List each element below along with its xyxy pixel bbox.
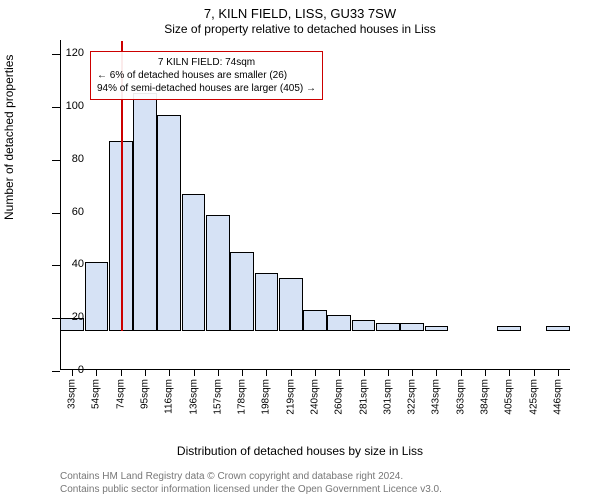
- x-tick-label: 178sqm: [237, 379, 248, 415]
- x-tick: [436, 370, 437, 376]
- x-tick-label: 74sqm: [115, 379, 126, 409]
- credits-line-2: Contains public sector information licen…: [60, 483, 442, 496]
- y-tick-label: 60: [72, 206, 84, 218]
- x-tick: [96, 370, 97, 376]
- x-tick-label: 384sqm: [480, 379, 491, 415]
- histogram-bar: [230, 252, 254, 331]
- x-axis-label: Distribution of detached houses by size …: [0, 444, 600, 458]
- histogram-bar: [157, 115, 181, 331]
- y-tick: [52, 213, 60, 214]
- x-tick-label: 240sqm: [310, 379, 321, 415]
- x-tick: [242, 370, 243, 376]
- x-tick: [145, 370, 146, 376]
- x-tick-label: 301sqm: [382, 379, 393, 415]
- x-tick: [364, 370, 365, 376]
- histogram-bar: [279, 278, 303, 331]
- x-tick: [485, 370, 486, 376]
- histogram-bar: [182, 194, 206, 331]
- histogram-bar: [303, 310, 327, 331]
- x-tick: [388, 370, 389, 376]
- x-tick-label: 405sqm: [504, 379, 515, 415]
- x-tick: [315, 370, 316, 376]
- x-tick-label: 219sqm: [285, 379, 296, 415]
- chart-title-main: 7, KILN FIELD, LISS, GU33 7SW: [0, 6, 600, 21]
- credits: Contains HM Land Registry data © Crown c…: [60, 470, 442, 496]
- y-tick-label: 0: [78, 364, 84, 376]
- info-box: 7 KILN FIELD: 74sqm← 6% of detached hous…: [90, 51, 323, 100]
- x-tick-label: 198sqm: [261, 379, 272, 415]
- histogram-bar: [425, 326, 449, 331]
- x-tick-label: 54sqm: [91, 379, 102, 409]
- histogram-bar: [255, 273, 279, 331]
- x-tick: [291, 370, 292, 376]
- x-tick-label: 33sqm: [67, 379, 78, 409]
- y-axis-line: [60, 40, 61, 370]
- y-tick: [52, 160, 60, 161]
- x-tick: [121, 370, 122, 376]
- y-axis-label: Number of detached properties: [2, 55, 16, 220]
- info-line-3: 94% of semi-detached houses are larger (…: [97, 82, 316, 95]
- x-tick: [412, 370, 413, 376]
- x-tick: [266, 370, 267, 376]
- y-tick-label: 120: [66, 47, 84, 59]
- histogram-bar: [206, 215, 230, 331]
- y-tick-label: 100: [66, 100, 84, 112]
- x-tick: [558, 370, 559, 376]
- y-tick: [52, 107, 60, 108]
- y-tick: [52, 371, 60, 372]
- histogram-bar: [352, 320, 376, 331]
- x-tick-label: 260sqm: [334, 379, 345, 415]
- histogram-bar: [376, 323, 400, 331]
- x-tick-label: 363sqm: [455, 379, 466, 415]
- x-tick-label: 425sqm: [528, 379, 539, 415]
- x-tick-label: 116sqm: [164, 379, 175, 414]
- x-tick: [218, 370, 219, 376]
- x-tick: [461, 370, 462, 376]
- y-tick: [52, 318, 60, 319]
- histogram-bar: [85, 262, 109, 331]
- histogram-bar: [497, 326, 521, 331]
- y-tick-label: 80: [72, 153, 84, 165]
- y-tick-label: 40: [72, 258, 84, 270]
- y-tick: [52, 54, 60, 55]
- credits-line-1: Contains HM Land Registry data © Crown c…: [60, 470, 442, 483]
- x-tick-label: 343sqm: [431, 379, 442, 415]
- x-tick-label: 136sqm: [188, 379, 199, 415]
- plot-region: 33sqm54sqm74sqm95sqm116sqm136sqm157sqm17…: [60, 40, 570, 371]
- x-tick: [169, 370, 170, 376]
- y-tick-label: 20: [72, 311, 84, 323]
- x-tick-label: 157sqm: [212, 379, 223, 415]
- x-tick: [509, 370, 510, 376]
- chart-area: 33sqm54sqm74sqm95sqm116sqm136sqm157sqm17…: [60, 40, 570, 410]
- x-tick-label: 322sqm: [407, 379, 418, 415]
- histogram-bar: [133, 93, 157, 331]
- histogram-bar: [546, 326, 570, 331]
- y-tick: [52, 265, 60, 266]
- x-tick-label: 281sqm: [358, 379, 369, 415]
- x-tick-label: 95sqm: [140, 379, 151, 409]
- histogram-bar: [327, 315, 351, 331]
- x-tick: [194, 370, 195, 376]
- info-line-2: ← 6% of detached houses are smaller (26): [97, 69, 316, 82]
- x-tick: [339, 370, 340, 376]
- chart-title-sub: Size of property relative to detached ho…: [0, 22, 600, 36]
- x-tick-label: 446sqm: [552, 379, 563, 415]
- x-tick: [72, 370, 73, 376]
- info-line-1: 7 KILN FIELD: 74sqm: [97, 56, 316, 69]
- x-tick: [534, 370, 535, 376]
- histogram-bar: [400, 323, 424, 331]
